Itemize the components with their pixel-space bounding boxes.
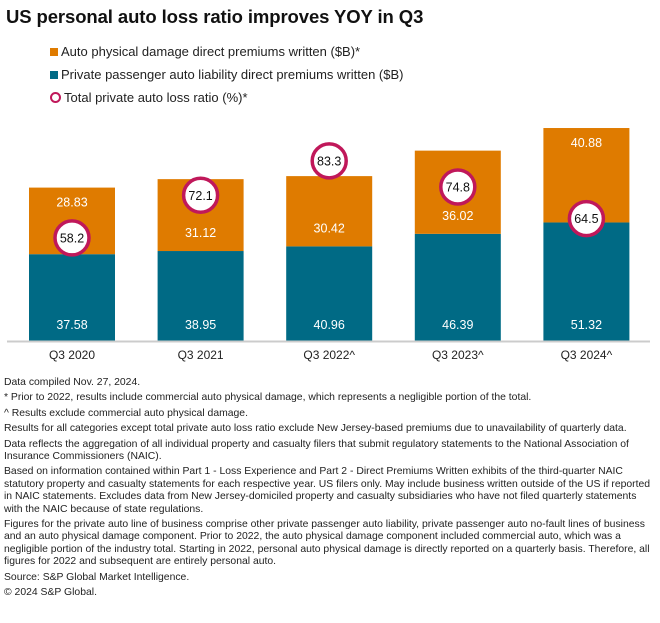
chart-title: US personal auto loss ratio improves YOY… (6, 6, 424, 27)
legend-label: Total private auto loss ratio (%)* (64, 90, 248, 105)
data-label-liability: 46.39 (442, 318, 473, 332)
data-label-physical-damage: 31.12 (185, 226, 216, 240)
footnote: Data compiled Nov. 27, 2024. (4, 377, 141, 388)
footnote: Source: S&P Global Market Intelligence. (4, 571, 190, 583)
footnote: Data reflects the aggregation of all ind… (4, 438, 629, 463)
loss-ratio-marker (181, 176, 220, 215)
data-label-physical-damage: 36.02 (442, 209, 473, 223)
teal-square-icon (50, 70, 58, 79)
bar-liability (157, 251, 244, 341)
data-label-liability: 40.96 (314, 318, 345, 332)
footnote: Figures for the private auto line of bus… (4, 519, 650, 568)
legend-item-physical-damage: Auto physical damage direct premiums wri… (50, 40, 403, 63)
footnote: * Prior to 2022, results include commerc… (4, 392, 532, 404)
data-label-physical-damage: 30.42 (314, 221, 345, 235)
loss-ratio-marker (439, 168, 477, 206)
bar-liability (414, 233, 501, 341)
bar-liability (29, 254, 115, 341)
ring-marker-icon (50, 92, 61, 103)
data-label-loss-ratio: 74.8 (446, 180, 470, 194)
footnote: Based on information contained within Pa… (4, 466, 651, 515)
legend-item-liability: Private passenger auto liability direct … (50, 63, 403, 86)
data-label-loss-ratio: 72.1 (188, 189, 212, 203)
loss-ratio-marker (567, 199, 606, 238)
legend-item-loss-ratio: Total private auto loss ratio (%)* (50, 86, 403, 109)
data-label-physical-damage: 40.88 (571, 136, 602, 150)
data-label-liability: 38.95 (185, 318, 216, 332)
footnote: Results for all categories except total … (4, 423, 627, 435)
bar-physical-damage (286, 176, 373, 247)
x-tick-label: Q3 2024^ (561, 348, 613, 362)
data-label-loss-ratio: 83.3 (317, 154, 341, 168)
legend-label: Auto physical damage direct premiums wri… (61, 44, 361, 59)
chart-plot: 37.58 28.83 Q3 2020 38.95 31.12 Q3 2021 40.96 3… (7, 128, 650, 362)
data-label-loss-ratio: 64.5 (574, 212, 598, 226)
footnotes: Data compiled Nov. 27, 2024. * Prior to 2… (4, 377, 654, 603)
x-tick-label: Q3 2020 (49, 348, 95, 362)
loss-ratio-marker (310, 142, 348, 180)
loss-ratio-marker (53, 219, 91, 257)
data-label-loss-ratio: 58.2 (60, 231, 84, 245)
data-label-physical-damage: 28.83 (56, 196, 87, 210)
bar-liability (543, 222, 630, 341)
x-tick-label: Q3 2021 (178, 348, 224, 362)
data-label-liability: 51.32 (571, 318, 602, 332)
legend-label: Private passenger auto liability direct … (61, 67, 404, 82)
orange-square-icon (50, 47, 58, 56)
footnote: © 2024 S&P Global. (4, 587, 97, 599)
bar-liability (286, 246, 373, 341)
legend: Auto physical damage direct premiums wri… (50, 40, 403, 109)
x-tick-label: Q3 2022^ (303, 348, 355, 362)
data-label-liability: 37.58 (56, 318, 87, 332)
footnote: ^ Results exclude commercial auto physic… (4, 407, 248, 419)
x-tick-label: Q3 2023^ (432, 348, 484, 362)
